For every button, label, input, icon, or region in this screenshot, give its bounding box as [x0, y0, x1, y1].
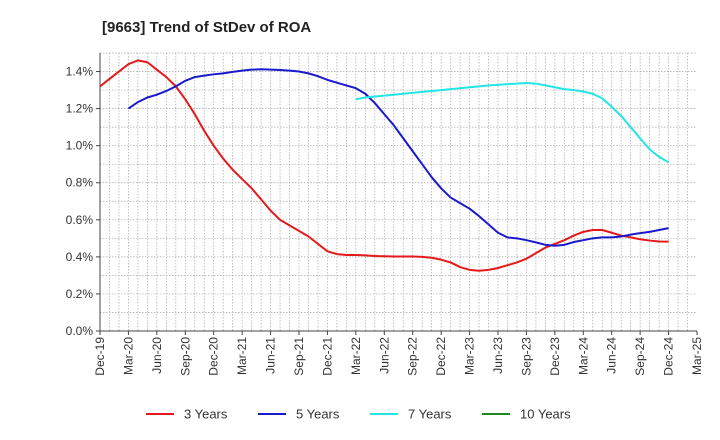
plot-area — [100, 53, 697, 331]
x-tick-label: Jun-24 — [605, 337, 619, 374]
y-tick-label: 0.0% — [66, 324, 94, 338]
x-tick-label: Jun-20 — [150, 337, 164, 374]
y-tick-label: 0.2% — [66, 287, 94, 301]
x-tick-label: Sep-23 — [519, 337, 533, 376]
x-tick-label: Jun-23 — [491, 337, 505, 374]
y-tick-label: 1.4% — [66, 65, 94, 79]
x-tick-label: Dec-24 — [662, 337, 676, 376]
tick-labels: 0.0% 0.2% 0.4% 0.6% 0.8% 1.0% 1.2% 1.4% Dec-19 Ma… — [66, 65, 704, 376]
y-tick-label: 1.0% — [66, 139, 94, 153]
x-tick-label: Mar-24 — [576, 337, 590, 375]
legend: 3 Years 5 Years 7 Years 10 Years — [146, 407, 571, 422]
y-tick-label: 0.6% — [66, 213, 94, 227]
series-layer — [99, 59, 670, 272]
x-tick-label: Dec-20 — [207, 337, 221, 376]
x-tick-label: Dec-22 — [434, 337, 448, 376]
x-tick-label: Jun-21 — [264, 337, 278, 374]
x-tick-label: Sep-22 — [406, 337, 420, 376]
chart-title: [9663] Trend of StDev of ROA — [102, 19, 311, 36]
legend-label-5-years: 5 Years — [296, 407, 340, 422]
y-tick-label: 0.8% — [66, 176, 94, 190]
x-tick-label: Sep-24 — [633, 337, 647, 376]
x-tick-label: Mar-21 — [235, 337, 249, 375]
series-line-5-years — [127, 68, 669, 247]
series-line-7-years — [355, 82, 670, 164]
y-tick-label: 1.2% — [66, 102, 94, 116]
y-tick-label: 0.4% — [66, 250, 94, 264]
x-tick-label: Mar-25 — [690, 337, 704, 375]
x-tick-label: Dec-23 — [548, 337, 562, 376]
x-tick-label: Jun-22 — [377, 337, 391, 374]
legend-label-3-years: 3 Years — [184, 407, 228, 422]
x-tick-label: Dec-19 — [93, 337, 107, 376]
x-tick-label: Mar-20 — [121, 337, 135, 375]
legend-label-7-years: 7 Years — [408, 407, 452, 422]
x-tick-label: Mar-23 — [463, 337, 477, 375]
x-tick-label: Sep-21 — [292, 337, 306, 376]
x-tick-label: Dec-21 — [320, 337, 334, 376]
legend-label-10-years: 10 Years — [520, 407, 571, 422]
axes — [96, 53, 698, 335]
series-line-3-years — [99, 59, 669, 272]
x-tick-label: Sep-20 — [178, 337, 192, 376]
x-tick-label: Mar-22 — [349, 337, 363, 375]
